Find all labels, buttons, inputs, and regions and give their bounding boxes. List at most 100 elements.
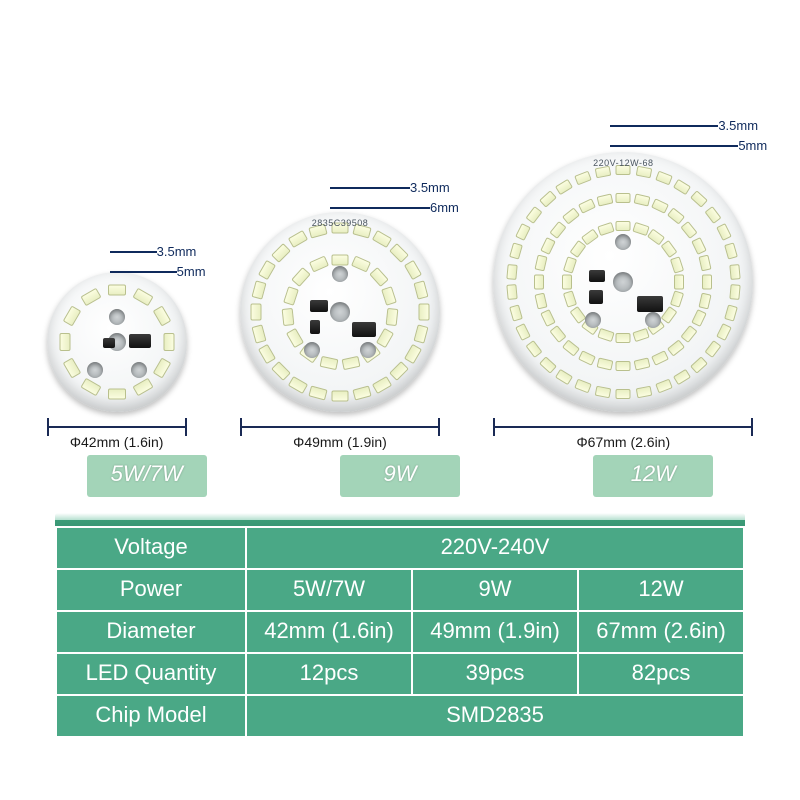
led-chip [515,223,531,241]
led-chip [288,230,308,248]
led-chip [691,237,707,255]
led-chip [258,344,276,364]
led-chip [616,221,631,231]
led-chip [286,328,304,348]
mount-hole [585,312,601,328]
led-chip [562,208,580,225]
led-chip [80,378,101,397]
led-chip [667,208,685,225]
row-value: 67mm (2.6in) [578,611,744,653]
callout-12w-screw: 3.5mm [718,118,758,133]
led-chip [376,328,394,348]
led-chip [152,305,171,326]
led-chip [59,333,70,351]
led-chip [152,357,171,378]
table-row: LED Quantity12pcs39pcs82pcs [56,653,744,695]
led-chip [351,256,371,273]
led-chip [539,190,557,207]
callout-12w-center: 5mm [738,138,767,153]
dimension-bar-9w: Φ49mm (1.9in) [240,426,440,450]
pcb-disc-12w: 220V-12W-68 [493,152,753,412]
row-header: LED Quantity [56,653,246,695]
row-value: 5W/7W [246,569,412,611]
led-chip [680,221,697,239]
led-chip [691,310,707,328]
led-chip [331,255,348,266]
led-chip [372,230,392,248]
led-chip [690,356,708,373]
led-chip [669,256,683,273]
led-chip [283,286,299,306]
callout-9w-screw: 3.5mm [410,180,450,195]
dimension-bar-5w7w: Φ42mm (1.6in) [47,426,187,450]
row-value: SMD2835 [246,695,744,737]
dimension-bar-12w: Φ67mm (2.6in) [493,426,753,450]
led-chip [525,206,542,224]
led-chip [555,179,573,195]
led-chip [549,221,566,239]
led-chip [651,350,669,366]
led-chip [660,240,677,258]
led-chip [716,223,732,241]
product-12w: 220V-12W-68 3.5mm 5mm Φ67mm (2.6in) [493,152,753,450]
board-label: 2835C39508 [312,218,369,228]
led-chip [515,323,531,341]
dimension-line [47,426,187,428]
led-chip [673,369,691,385]
callout-5w7w-center: 5mm [177,264,206,279]
led-chip [702,275,712,290]
led-chip [616,361,631,371]
led-chip [309,256,329,273]
led-chip [292,267,312,287]
led-chip [555,369,573,385]
led-chip [62,305,81,326]
product-9w: 2835C39508 3.5mm 6mm Φ49mm (1.9in) [240,212,440,450]
led-chip [616,389,631,399]
led-chip [716,323,732,341]
wattage-pill-5w7w: 5W/7W [87,455,207,497]
table-row: Voltage220V-240V [56,527,744,569]
dimension-label: Φ49mm (1.9in) [293,434,387,450]
led-chip [385,308,398,326]
led-chip [651,199,669,215]
spec-table-wrap: Voltage220V-240VPower5W/7W9W12WDiameter4… [55,520,745,738]
led-chip [616,193,631,203]
driver-ic [589,290,603,304]
callout-9w-center: 6mm [430,200,459,215]
led-chip [341,356,360,370]
led-chip [690,190,708,207]
led-chip [562,339,580,356]
pcb-wrap-5w7w: 3.5mm 5mm [47,272,187,412]
row-header: Voltage [56,527,246,569]
led-chip [414,281,429,300]
led-chip [597,328,614,342]
dimension-line [240,426,440,428]
pcb-wrap-12w: 220V-12W-68 3.5mm 5mm [493,152,753,412]
led-chip [509,243,523,260]
led-chip [632,328,649,342]
led-chip [288,376,308,394]
led-chip [132,288,153,307]
led-chip [634,194,651,207]
wattage-pill-9w: 9W [340,455,460,497]
driver-ic [637,296,663,312]
mount-hole [613,272,633,292]
led-chip [699,292,712,309]
led-chip [636,386,653,399]
led-chip [309,386,328,401]
callout-5w7w-screw: 3.5mm [157,244,197,259]
led-chip [729,284,740,300]
driver-ic [310,300,328,312]
led-chip [506,264,517,280]
pcb-disc-5w7w [47,272,187,412]
led-chip [250,304,261,321]
row-value: 82pcs [578,653,744,695]
wattage-pill-12w: 12W [593,455,713,497]
led-chip [562,275,572,290]
led-chip [563,291,577,308]
led-chip [655,170,673,185]
led-chip [535,255,548,272]
led-chip [667,339,685,356]
led-chip [525,340,542,358]
led-chip [704,206,721,224]
